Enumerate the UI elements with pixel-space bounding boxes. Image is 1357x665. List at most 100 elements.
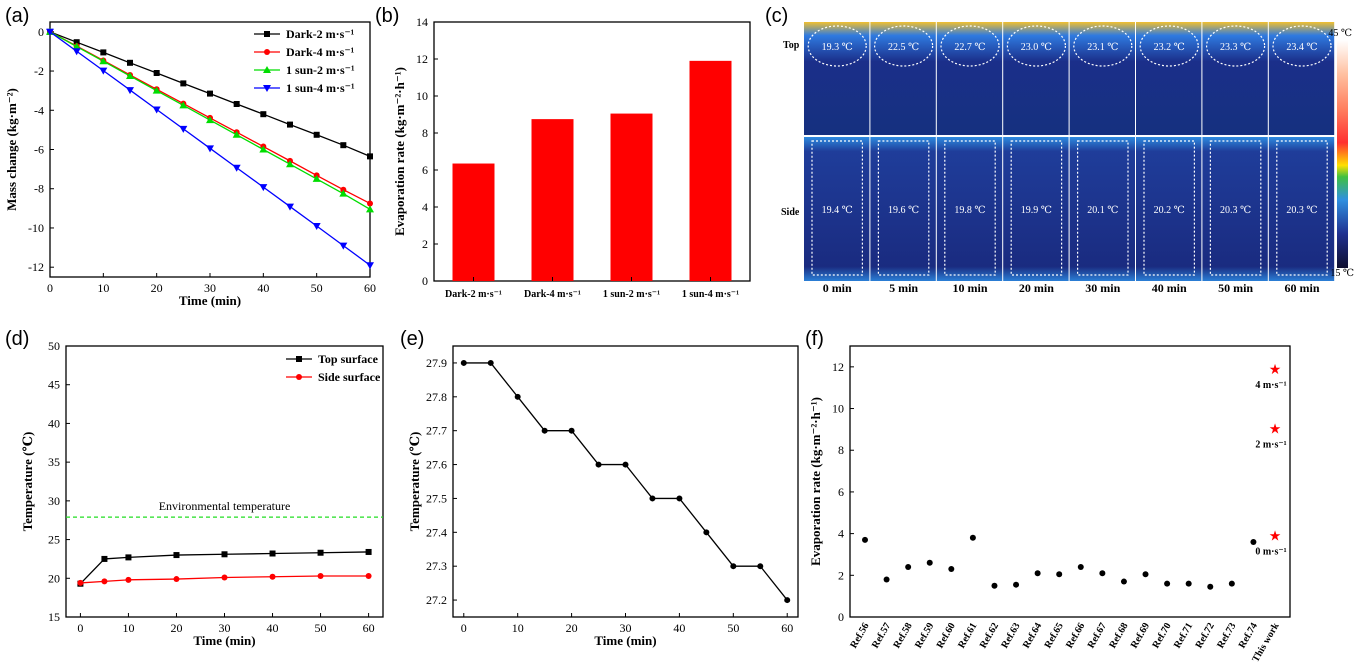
category-label: Ref.58 [891,621,914,650]
reference-point [1207,583,1214,590]
data-point-s2 [152,86,161,94]
y-tick-label: 45 [48,378,60,392]
thermal-image-side [1069,137,1135,281]
data-point-s0 [784,597,791,604]
category-label: Ref.67 [1086,621,1109,650]
x-tick-label: 50 [315,621,327,635]
data-point-s0 [703,529,710,536]
measurement-rect [1276,140,1328,276]
y-tick-label: 12 [416,52,428,66]
legend-marker [296,374,302,380]
time-label: 40 min [1152,281,1187,295]
time-label: 5 min [889,281,918,295]
data-point-s1 [365,572,372,579]
measurement-rect [1076,140,1129,276]
y-axis-label: Mass change (kg·m⁻²) [4,88,19,211]
data-point-s0 [676,495,683,502]
side-temperature: 20.1 ℃ [1087,205,1118,216]
measurement-ellipse [1205,25,1266,67]
panel-label-c: (c) [765,5,788,27]
data-point-s0 [340,142,347,149]
data-point-s3 [312,223,321,230]
y-tick-label: -10 [28,221,44,235]
time-label: 50 min [1218,281,1253,295]
data-point-s0 [180,80,187,87]
side-temperature: 19.4 ℃ [822,205,853,216]
time-label: 60 min [1284,281,1319,295]
y-tick-label: 27.4 [426,525,447,539]
reference-point [948,566,955,573]
plot-frame [433,21,751,282]
panel-label-e: (e) [400,328,424,350]
this-work-label: 0 m·s⁻¹ [1255,547,1286,558]
x-tick-label: 40 [673,621,685,635]
y-tick-label: 2 [838,568,844,582]
y-tick-label: 27.7 [426,424,447,438]
thermal-image-side [870,137,936,281]
time-label: 10 min [952,281,987,295]
measurement-rect [1209,140,1262,276]
data-point-s3 [126,87,134,95]
data-point-s0 [221,551,228,558]
colorbar-max-label: 45 ℃ [1328,28,1352,39]
colorbar [1337,40,1348,268]
reference-point [905,563,912,570]
data-point-s0 [127,59,133,66]
legend-entry: Side surface [318,370,381,384]
reference-point [1120,578,1127,585]
measurement-rect [811,140,864,276]
panel-label-b: (b) [375,5,399,27]
y-tick-label: 8 [422,126,428,140]
legend-entry: Dark-2 m·s⁻¹ [286,27,355,41]
category-label: Ref.72 [1194,621,1217,650]
data-point-s1 [317,572,324,579]
category-label: Ref.61 [956,621,979,650]
data-point-s1 [367,200,373,207]
y-tick-label: 27.9 [426,356,447,370]
x-tick-label: 60 [781,621,793,635]
category-label: Ref.60 [935,621,958,650]
y-tick-label: 40 [48,416,60,430]
plot-frame [452,345,799,618]
data-point-s2 [366,205,374,213]
y-tick-label: -4 [34,103,44,117]
reference-point [926,559,933,566]
category-label: Ref.57 [870,621,893,650]
y-axis-label: Temperature (℃) [20,432,35,532]
data-point-s0 [287,121,293,128]
data-point-s0 [487,359,494,366]
data-point-s2 [232,130,241,138]
data-point-s0 [313,131,320,138]
panel-label-d: (d) [5,328,29,350]
data-point-s2 [312,174,321,182]
data-point-s0 [317,549,324,556]
reference-point [883,576,890,583]
x-tick-label: 20 [566,621,578,635]
plot-frame [849,345,1291,618]
legend-marker [264,49,270,55]
thermal-image-top [1268,22,1335,135]
legend-marker [296,356,302,362]
y-tick-label: 27.6 [426,458,447,472]
y-tick-label: 25 [48,533,60,547]
data-point-s0 [649,495,656,502]
data-point-s3 [259,184,268,192]
y-tick-label: 0 [422,274,428,288]
side-temperature: 20.2 ℃ [1154,205,1185,216]
reference-point [1142,571,1149,578]
reference-point [1013,581,1020,588]
x-tick-label: 0 [461,621,467,635]
x-tick-label: 20 [151,281,163,295]
reference-point [1034,570,1041,577]
x-tick-label: 50 [727,621,739,635]
data-point-s0 [153,70,160,76]
reference-point [1056,571,1063,578]
data-point-s0 [125,554,132,561]
x-tick-label: 10 [512,621,524,635]
data-point-s2 [179,101,188,109]
this-work-star: ★ [1269,530,1282,545]
legend-entry: 1 sun-4 m·s⁻¹ [286,81,355,95]
category-label: Ref.63 [999,621,1022,650]
data-point-s0 [101,555,108,562]
